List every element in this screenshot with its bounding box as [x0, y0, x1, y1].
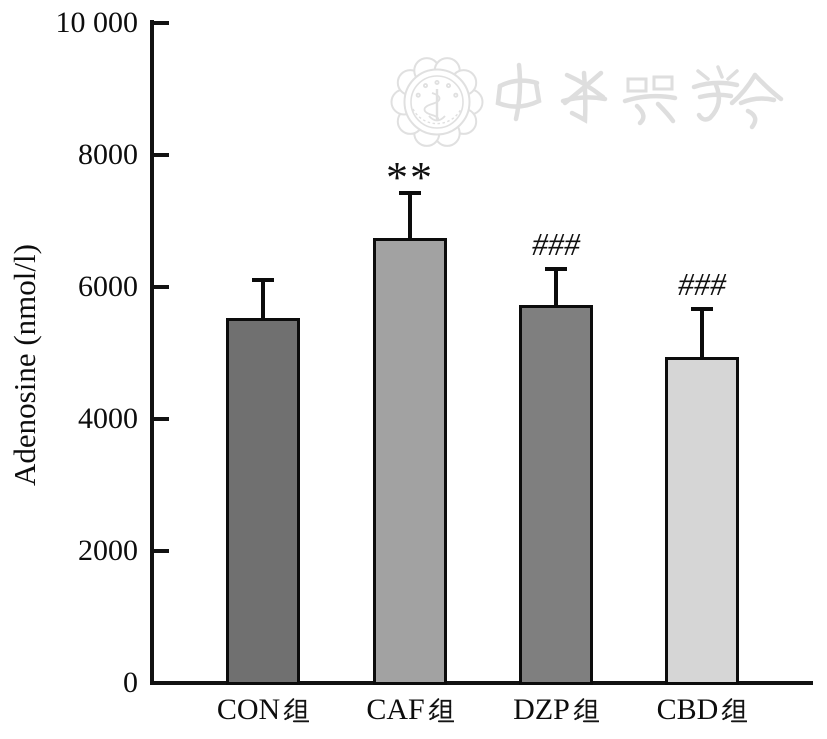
wm-char-hui — [729, 72, 784, 130]
bar-con — [226, 318, 300, 685]
x-axis-line — [150, 681, 813, 685]
y-axis-label: Adenosine (nmol/l) — [7, 244, 42, 486]
x-tick-label-dzp: DZP — [491, 692, 621, 728]
bar-cbd — [665, 356, 739, 685]
bar-dzp — [519, 304, 593, 685]
wm-char-xue — [691, 65, 740, 122]
significance-marker: ### — [678, 265, 726, 302]
y-tick-mark — [154, 285, 169, 289]
zu-character-glyph — [283, 697, 310, 722]
x-tick-label-text: CON — [216, 693, 281, 726]
y-tick-mark — [154, 21, 169, 25]
watermark-calligraphy — [495, 62, 784, 130]
bar-caf — [373, 238, 447, 685]
y-tick-mark — [154, 549, 169, 553]
x-tick-label-caf: CAF — [345, 692, 475, 728]
y-tick-label: 2000 — [78, 534, 138, 567]
y-tick-label: 8000 — [78, 138, 138, 171]
y-tick-mark — [154, 153, 169, 157]
error-bar-cap — [691, 306, 713, 311]
x-tick-label-text: CAF — [366, 693, 425, 726]
zu-character-glyph — [722, 697, 748, 722]
error-bar-stem — [554, 269, 558, 305]
wm-char-zhong — [495, 62, 542, 122]
wm-char-yi — [622, 75, 678, 126]
x-tick-label-text: DZP — [513, 693, 570, 726]
error-bar-stem — [700, 308, 704, 357]
y-tick-label: 6000 — [78, 270, 138, 303]
cma-watermark — [390, 57, 784, 147]
error-bar-stem — [261, 279, 265, 318]
cma-badge-icon — [390, 57, 484, 147]
y-tick-label: 4000 — [78, 402, 138, 435]
significance-marker: ** — [386, 152, 434, 202]
y-tick-mark — [154, 417, 169, 421]
significance-marker: ### — [532, 226, 580, 263]
zu-character-glyph — [428, 697, 454, 722]
error-bar-stem — [408, 192, 412, 239]
error-bar-cap — [545, 267, 567, 272]
y-tick-label: 10 000 — [55, 6, 139, 39]
error-bar-cap — [252, 277, 274, 282]
y-tick-label: 0 — [123, 666, 138, 699]
wm-char-hua — [560, 70, 608, 124]
x-tick-label-con: CON — [198, 692, 328, 728]
zu-character-glyph — [573, 697, 599, 722]
y-axis-line — [150, 20, 154, 685]
error-bar-cap — [399, 190, 421, 195]
x-tick-label-text: CBD — [656, 693, 719, 726]
x-tick-label-cbd: CBD — [637, 692, 767, 728]
